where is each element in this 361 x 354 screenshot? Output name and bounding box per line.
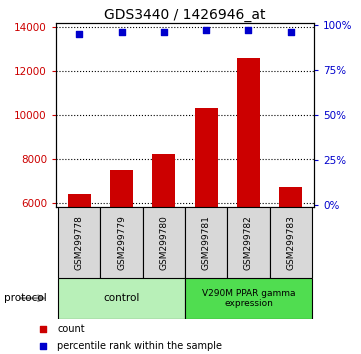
- Bar: [110, 170, 133, 207]
- Text: GSM299779: GSM299779: [117, 215, 126, 270]
- Bar: [227, 207, 270, 278]
- Text: GSM299781: GSM299781: [202, 215, 211, 270]
- Point: [245, 27, 251, 33]
- Text: V290M PPAR gamma
expression: V290M PPAR gamma expression: [202, 289, 295, 308]
- Point: [119, 29, 125, 35]
- Bar: [237, 58, 260, 207]
- Text: percentile rank within the sample: percentile rank within the sample: [57, 341, 222, 351]
- Point: [76, 31, 82, 37]
- Text: protocol: protocol: [4, 293, 46, 303]
- Bar: [270, 207, 312, 278]
- Title: GDS3440 / 1426946_at: GDS3440 / 1426946_at: [104, 8, 266, 22]
- Bar: [143, 207, 185, 278]
- Text: control: control: [103, 293, 140, 303]
- Text: GSM299778: GSM299778: [75, 215, 84, 270]
- Text: GSM299780: GSM299780: [159, 215, 168, 270]
- Bar: [279, 187, 303, 207]
- Bar: [100, 207, 143, 278]
- Bar: [195, 108, 218, 207]
- Bar: [58, 278, 185, 319]
- Bar: [152, 154, 175, 207]
- Bar: [185, 207, 227, 278]
- Point: [40, 343, 46, 349]
- Text: count: count: [57, 324, 85, 333]
- Bar: [185, 278, 312, 319]
- Point: [161, 29, 167, 35]
- Point: [203, 27, 209, 33]
- Text: GSM299782: GSM299782: [244, 215, 253, 270]
- Point: [40, 326, 46, 331]
- Text: GSM299783: GSM299783: [286, 215, 295, 270]
- Point: [288, 29, 294, 35]
- Bar: [68, 194, 91, 207]
- Bar: [58, 207, 100, 278]
